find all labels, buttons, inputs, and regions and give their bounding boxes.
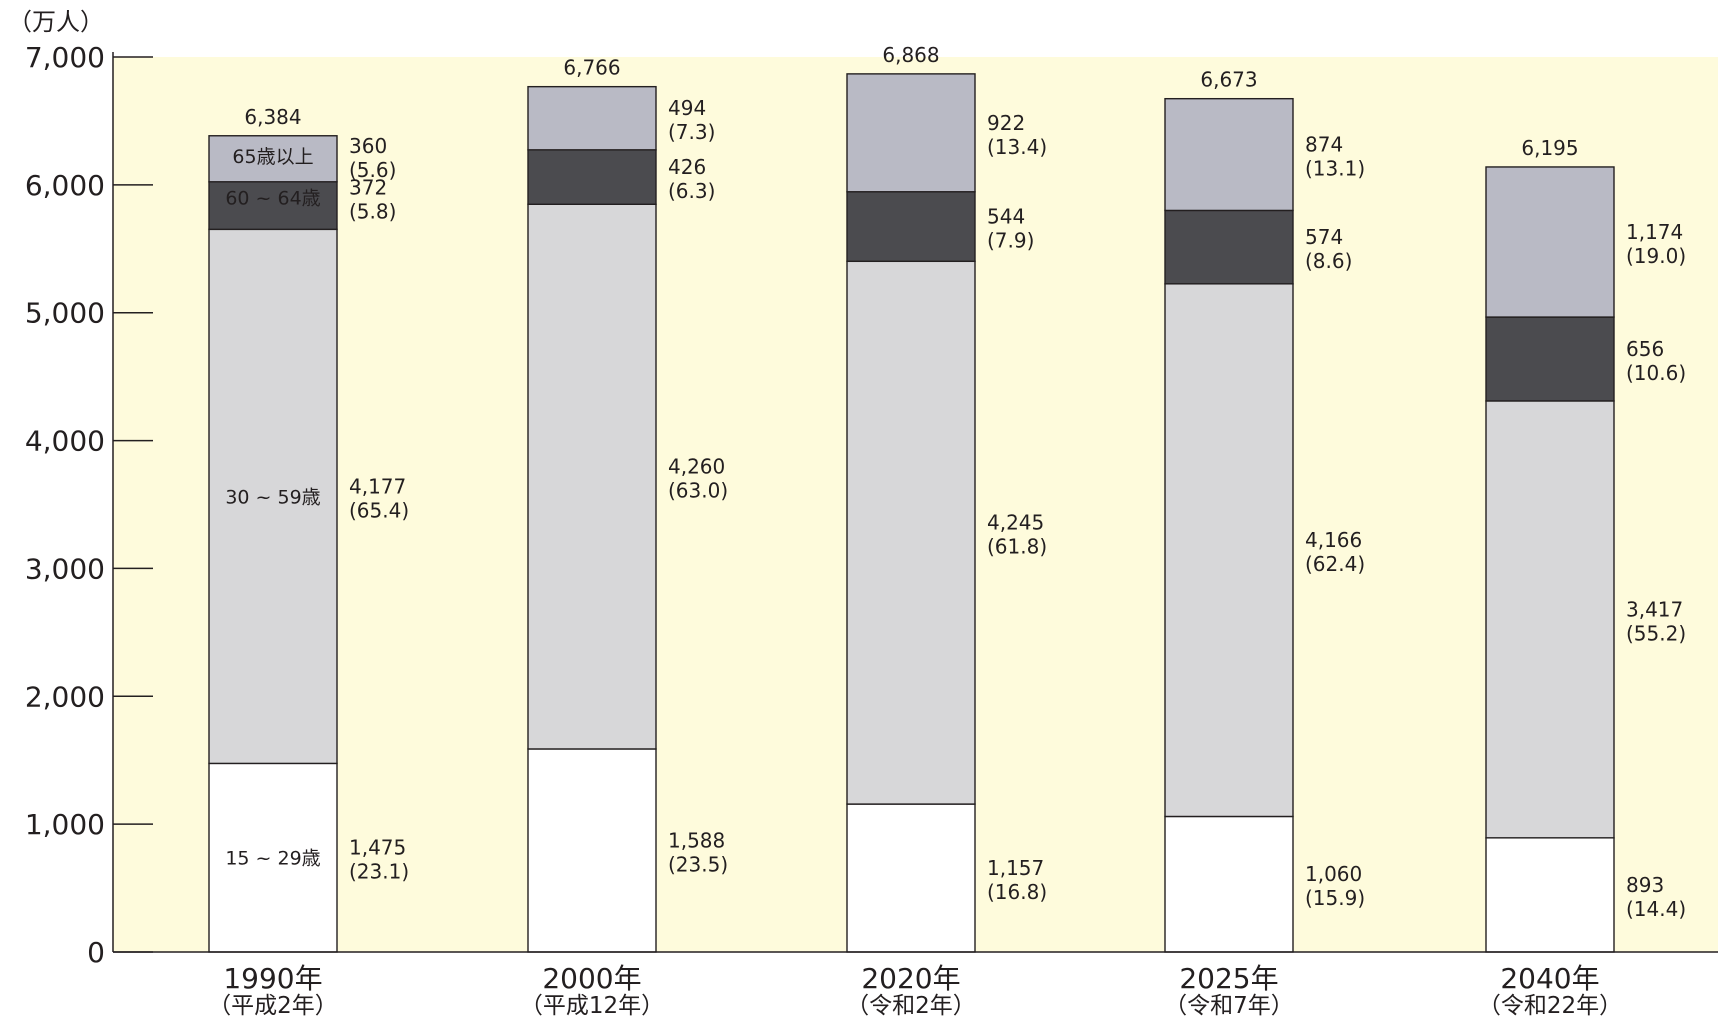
- bar-segment: [527, 203, 657, 750]
- y-tick-label: 5,000: [25, 297, 105, 330]
- segment-value-label: 1,060: [1305, 862, 1362, 886]
- segment-value-label: 494: [668, 96, 706, 120]
- segment-share-label: (13.4): [987, 135, 1047, 159]
- series-name-label: 30 ~ 59歳: [225, 486, 320, 508]
- y-axis-unit: （万人）: [8, 8, 104, 36]
- y-tick-label: 7,000: [25, 41, 105, 74]
- segment-value-label: 4,166: [1305, 528, 1362, 552]
- bar-segment: [208, 181, 338, 231]
- bar-segment: [1485, 400, 1615, 839]
- segment-value-label: 1,174: [1626, 220, 1683, 244]
- bar-segment: [527, 85, 657, 151]
- segment-share-label: (7.3): [668, 120, 715, 144]
- y-tick-label: 3,000: [25, 552, 105, 585]
- bar-segment: [846, 260, 976, 805]
- x-category-label: 2025年: [1179, 962, 1278, 995]
- y-tick-label: 0: [87, 936, 105, 969]
- x-category-label: 2040年: [1500, 962, 1599, 995]
- series-name-label: 65歳以上: [232, 146, 313, 168]
- segment-value-label: 3,417: [1626, 597, 1683, 621]
- segment-value-label: 372: [349, 176, 387, 200]
- x-category-sublabel: （令和2年）: [846, 993, 976, 1019]
- x-category-sublabel: （令和7年）: [1164, 993, 1294, 1019]
- segment-value-label: 360: [349, 134, 387, 158]
- segment-value-label: 1,588: [668, 828, 725, 852]
- x-category-label: 2000年: [542, 962, 641, 995]
- bar-segment: [846, 73, 976, 193]
- segment-share-label: (16.8): [987, 880, 1047, 904]
- bar-segment: [208, 762, 338, 953]
- x-category-sublabel: （平成12年）: [520, 993, 664, 1019]
- bar-total-label: 6,673: [1200, 68, 1257, 92]
- bar-total-label: 6,868: [882, 43, 939, 67]
- segment-share-label: (62.4): [1305, 552, 1365, 576]
- segment-value-label: 426: [668, 155, 706, 179]
- segment-value-label: 4,245: [987, 511, 1044, 535]
- segment-value-label: 4,260: [668, 455, 725, 479]
- segment-share-label: (19.0): [1626, 244, 1686, 268]
- segment-share-label: (15.9): [1305, 886, 1365, 910]
- bar-segment: [1485, 316, 1615, 402]
- segment-share-label: (14.4): [1626, 897, 1686, 921]
- bar-segment: [1164, 283, 1294, 818]
- segment-share-label: (63.0): [668, 479, 728, 503]
- x-category-label: 2020年: [861, 962, 960, 995]
- bar-segment: [846, 191, 976, 263]
- bar-total-label: 6,195: [1521, 136, 1578, 160]
- x-category-label: 1990年: [223, 962, 322, 995]
- bar-segment: [846, 803, 976, 953]
- segment-share-label: (23.5): [668, 852, 728, 876]
- segment-share-label: (23.1): [349, 860, 409, 884]
- y-tick-label: 2,000: [25, 680, 105, 713]
- segment-value-label: 1,157: [987, 856, 1044, 880]
- bar-segment: [208, 135, 338, 183]
- bar-segment: [1164, 815, 1294, 953]
- segment-value-label: 1,475: [349, 836, 406, 860]
- segment-share-label: (10.6): [1626, 361, 1686, 385]
- segment-share-label: (7.9): [987, 229, 1034, 253]
- bar-segment: [1485, 166, 1615, 318]
- y-tick-label: 4,000: [25, 425, 105, 458]
- segment-share-label: (5.8): [349, 200, 396, 224]
- x-category-sublabel: （令和22年）: [1478, 993, 1622, 1019]
- segment-share-label: (65.4): [349, 498, 409, 522]
- x-category-sublabel: （平成2年）: [208, 993, 338, 1019]
- bar-segment: [1164, 209, 1294, 285]
- bar-total-label: 6,384: [244, 105, 301, 129]
- bar-segment: [1164, 97, 1294, 212]
- segment-value-label: 574: [1305, 225, 1343, 249]
- segment-value-label: 656: [1626, 337, 1664, 361]
- y-tick-label: 1,000: [25, 808, 105, 841]
- segment-share-label: (13.1): [1305, 157, 1365, 181]
- segment-share-label: (61.8): [987, 535, 1047, 559]
- bar-segment: [1485, 837, 1615, 953]
- segment-share-label: (6.3): [668, 179, 715, 203]
- series-name-label: 15 ~ 29歳: [225, 848, 320, 870]
- segment-share-label: (55.2): [1626, 621, 1686, 645]
- series-name-label: 60 ~ 64歳: [225, 188, 320, 210]
- bar-total-label: 6,766: [563, 56, 620, 80]
- bar-segment: [527, 748, 657, 953]
- y-tick-label: 6,000: [25, 169, 105, 202]
- segment-share-label: (5.6): [349, 158, 396, 182]
- segment-value-label: 922: [987, 111, 1025, 135]
- segment-value-label: 874: [1305, 133, 1343, 157]
- segment-value-label: 4,177: [349, 474, 406, 498]
- segment-value-label: 893: [1626, 873, 1664, 897]
- segment-share-label: (8.6): [1305, 249, 1352, 273]
- bar-segment: [527, 149, 657, 205]
- segment-value-label: 544: [987, 205, 1025, 229]
